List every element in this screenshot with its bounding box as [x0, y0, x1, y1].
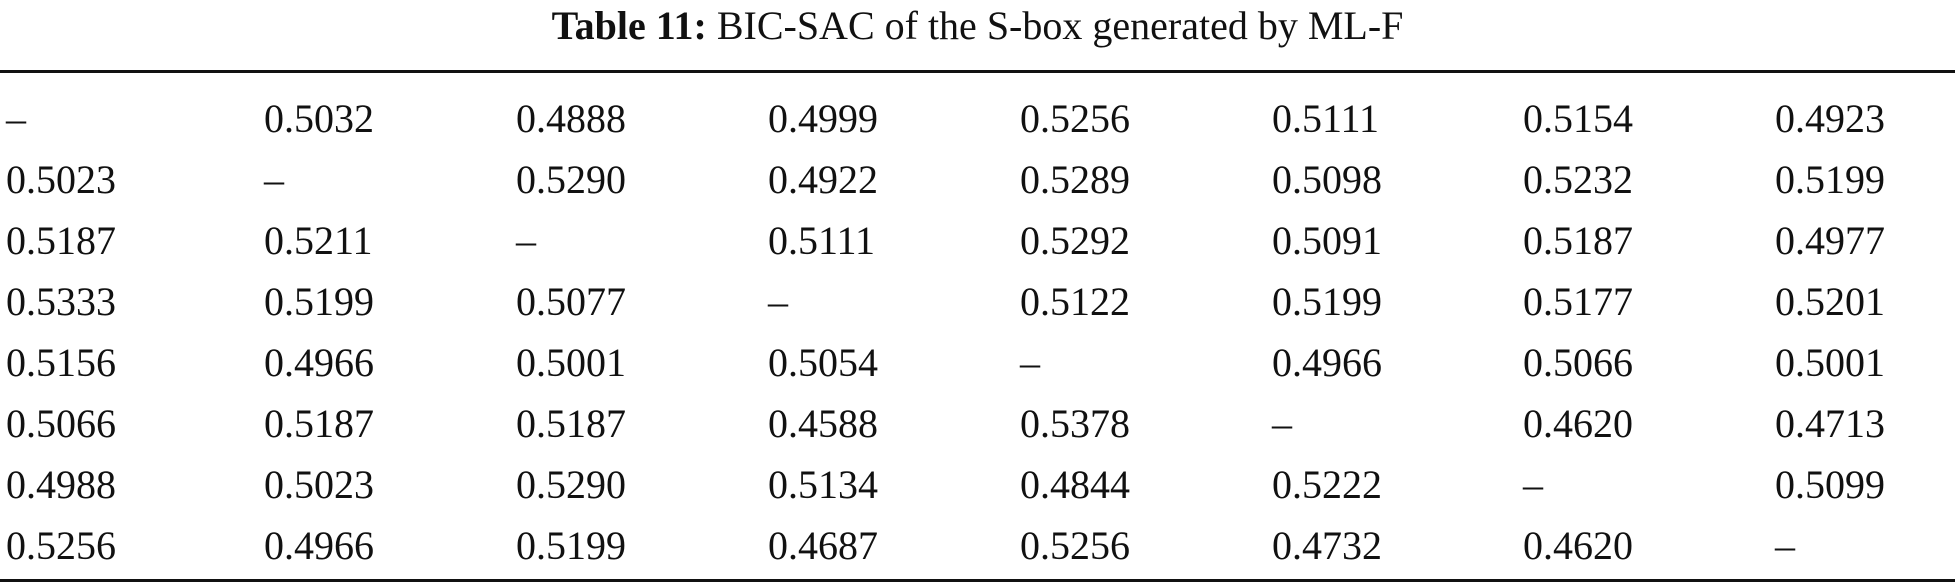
- table-cell: 0.4966: [1272, 340, 1382, 385]
- table-cell: 0.5199: [1775, 157, 1885, 202]
- table-cell: 0.4999: [768, 96, 878, 141]
- table-cell: 0.5091: [1272, 218, 1382, 263]
- table-cell: 0.5023: [6, 157, 116, 202]
- table-cell: 0.5289: [1020, 157, 1130, 202]
- table-cell: 0.5098: [1272, 157, 1382, 202]
- table-cell: 0.5199: [1272, 279, 1382, 324]
- table-cell: 0.4988: [6, 462, 116, 507]
- table-cell: 0.5187: [1523, 218, 1633, 263]
- table-cell: 0.4713: [1775, 401, 1885, 446]
- table-cell: 0.4922: [768, 157, 878, 202]
- table-cell: 0.4966: [264, 340, 374, 385]
- table-cell: 0.5256: [1020, 96, 1130, 141]
- caption: Table 11: BIC-SAC of the S-box generated …: [0, 2, 1955, 50]
- table-cell: –: [6, 96, 26, 141]
- table-cell: –: [1775, 523, 1795, 568]
- table-cell: –: [1272, 401, 1292, 446]
- table-cell: 0.5378: [1020, 401, 1130, 446]
- caption-label: Table 11:: [551, 3, 707, 48]
- table-cell: 0.4687: [768, 523, 878, 568]
- table-cell: 0.5290: [516, 157, 626, 202]
- caption-text: BIC-SAC of the S-box generated by ML-F: [716, 3, 1404, 48]
- table-cell: 0.5134: [768, 462, 878, 507]
- table-cell: 0.5001: [1775, 340, 1885, 385]
- table-cell: 0.5177: [1523, 279, 1633, 324]
- table-cell: 0.5111: [768, 218, 876, 263]
- table-cell: 0.5122: [1020, 279, 1130, 324]
- bottom-rule: [0, 579, 1955, 582]
- table-cell: –: [768, 279, 788, 324]
- table-cell: 0.5256: [1020, 523, 1130, 568]
- table-cell: 0.4588: [768, 401, 878, 446]
- table-cell: 0.5201: [1775, 279, 1885, 324]
- table-cell: –: [1523, 462, 1543, 507]
- table-cell: 0.5187: [6, 218, 116, 263]
- table-cell: 0.5290: [516, 462, 626, 507]
- table-cell: 0.5154: [1523, 96, 1633, 141]
- table-cell: 0.5066: [1523, 340, 1633, 385]
- table-cell: 0.5292: [1020, 218, 1130, 263]
- table-cell: –: [1020, 340, 1040, 385]
- table-cell: 0.4923: [1775, 96, 1885, 141]
- table-cell: 0.5187: [516, 401, 626, 446]
- top-rule: [0, 70, 1955, 73]
- table-cell: 0.4977: [1775, 218, 1885, 263]
- table-cell: 0.4732: [1272, 523, 1382, 568]
- table-cell: 0.5077: [516, 279, 626, 324]
- table-cell: 0.4620: [1523, 523, 1633, 568]
- table-cell: 0.4844: [1020, 462, 1130, 507]
- table-cell: 0.5032: [264, 96, 374, 141]
- table-cell: 0.5099: [1775, 462, 1885, 507]
- table-cell: 0.5222: [1272, 462, 1382, 507]
- table-cell: 0.5111: [1272, 96, 1380, 141]
- table-cell: 0.5054: [768, 340, 878, 385]
- table-cell: 0.5001: [516, 340, 626, 385]
- table-cell: 0.4888: [516, 96, 626, 141]
- table-cell: 0.5023: [264, 462, 374, 507]
- table-cell: 0.5199: [516, 523, 626, 568]
- table-cell: 0.5256: [6, 523, 116, 568]
- table-cell: 0.5187: [264, 401, 374, 446]
- table-cell: –: [264, 157, 284, 202]
- table-cell: 0.4966: [264, 523, 374, 568]
- table-cell: 0.5232: [1523, 157, 1633, 202]
- table-cell: –: [516, 218, 536, 263]
- table-cell: 0.4620: [1523, 401, 1633, 446]
- table-cell: 0.5333: [6, 279, 116, 324]
- table-cell: 0.5066: [6, 401, 116, 446]
- table-cell: 0.5199: [264, 279, 374, 324]
- table-cell: 0.5156: [6, 340, 116, 385]
- table-cell: 0.5211: [264, 218, 373, 263]
